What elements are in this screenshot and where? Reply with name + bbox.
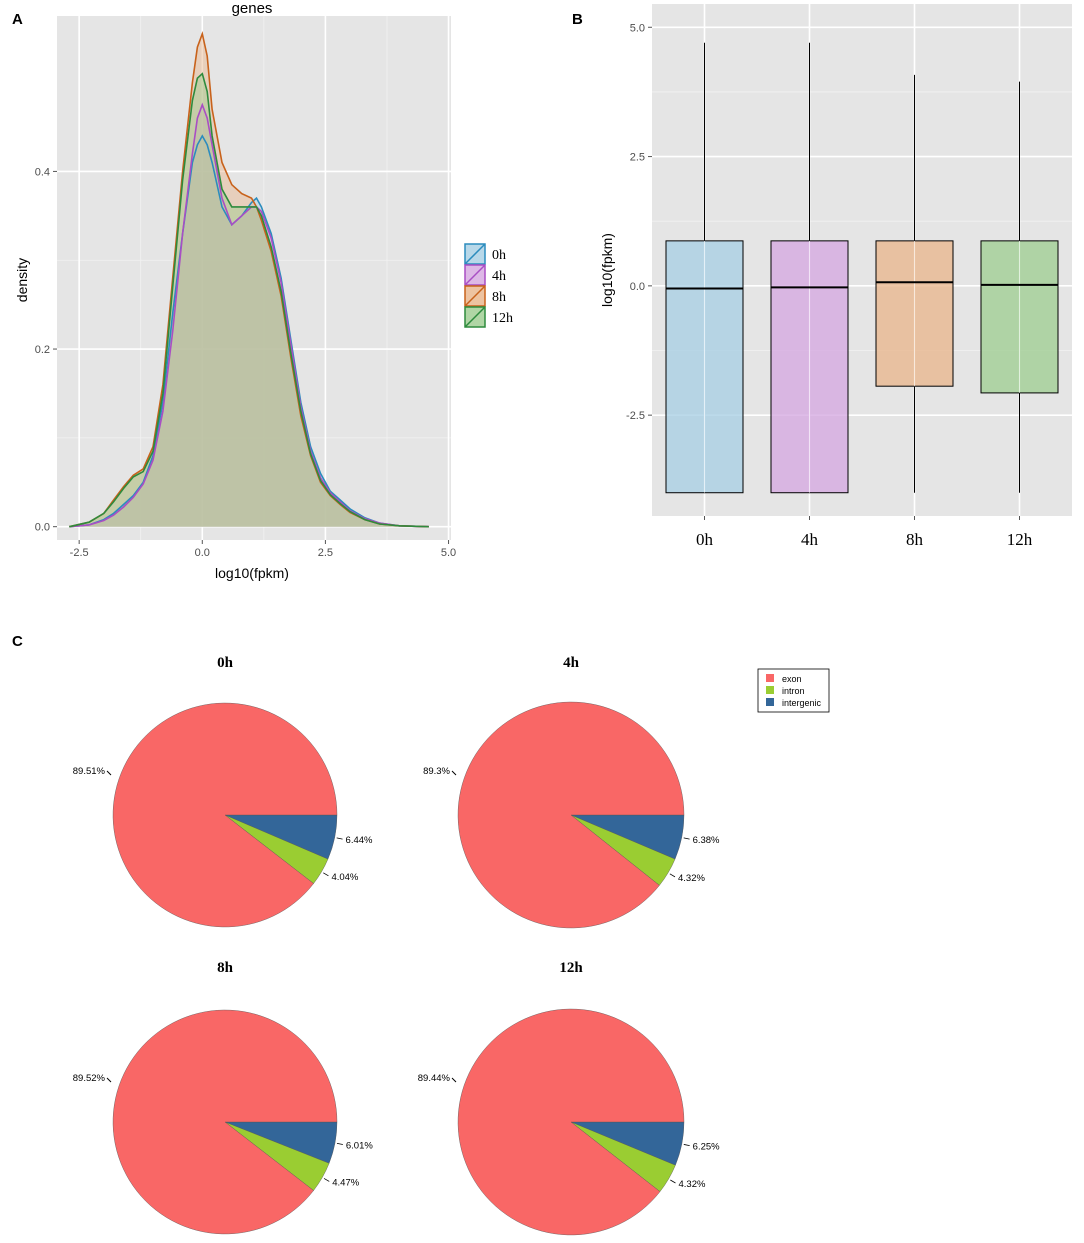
pie-title-4h: 4h [563,655,580,671]
density-line-12h [69,72,429,528]
boxplot-ylabel: log10(fpkm) [599,233,615,307]
pie-slice-exon [112,702,338,928]
pie-label-leader [336,1143,343,1145]
panel-label-a: A [12,11,23,28]
panel-label-b: B [572,11,583,28]
boxplot-chart: -2.5 0.0 2.5 5.0 0h 4h 8h 12h log10(fpkm) [599,4,1072,549]
density-area-4h [69,104,429,527]
pie-label-intron: 4.32% [678,1179,705,1190]
pie-label-leader [451,1077,457,1083]
density-area-12h [69,73,429,527]
density-y-tick-label: 0.4 [35,166,50,178]
pie-label-intron: 4.04% [331,872,358,883]
pie-title-0h: 0h [217,655,234,671]
legend-key-diagonal [464,306,486,328]
legend-key-diagonal [464,285,486,307]
density-xlabel: log10(fpkm) [215,565,289,581]
pie-label-leader [336,837,343,840]
density-title: genes [232,0,273,17]
pie-charts: 0h 6.44% 4.04% 89.51% 4h 6.38% 4.32% 89.3% 8h 6.0… [73,655,830,1236]
density-y-tick-label: 0.0 [35,522,50,534]
density-x-tick-label: 5.0 [441,547,456,559]
pie-group: 0h 6.44% 4.04% 89.51% 4h 6.38% 4.32% 89.3% 8h 6.0… [73,655,720,1236]
pie-label-leader [670,1179,676,1184]
boxplot-y-tick-label: 0.0 [630,281,645,293]
pie-label-leader [683,1144,690,1146]
density-x-tick-label: 0.0 [195,547,210,559]
density-area-8h [69,33,429,527]
pie-legend-key-intron [766,686,774,694]
pie-legend: exon intron intergenic [757,668,830,713]
boxplot-y-tick-label: -2.5 [626,410,645,422]
pie-legend-label-exon: exon [782,674,802,684]
pie-label-exon: 89.44% [418,1073,451,1084]
pie-label-leader [683,837,690,840]
boxplot-axes: -2.5 0.0 2.5 5.0 0h 4h 8h 12h [626,22,1033,549]
legend-label-8h: 8h [492,290,506,305]
pie-label-exon: 89.3% [423,766,450,777]
density-y-tick-label: 0.2 [35,344,50,356]
density-legend: 0h 4h 8h 12h [464,243,513,328]
density-x-tick-label: -2.5 [70,547,89,559]
legend-label-0h: 0h [492,248,506,263]
pie-legend-label-intergenic: intergenic [782,698,822,708]
pie-legend-key-intergenic [766,698,774,706]
density-chart: -2.5 0.0 2.5 5.0 0.0 0.2 0.4 genes log10(fpkm)… [14,0,513,581]
pie-label-intergenic: 6.44% [346,835,373,846]
density-plot-area [57,16,451,540]
pie-label-intergenic: 6.38% [693,835,720,846]
density-axes: -2.5 0.0 2.5 5.0 0.0 0.2 0.4 [35,166,456,559]
pie-label-leader [323,1178,330,1182]
density-line-4h [69,102,429,528]
pie-label-leader [106,1077,112,1083]
pie-legend-label-intron: intron [782,686,805,696]
density-ylabel: density [14,258,30,302]
pie-slice-exon [112,1009,338,1235]
pie-label-intron: 4.47% [332,1177,359,1188]
pie-slice-exon [457,1008,685,1236]
pie-title-8h: 8h [217,960,234,976]
density-x-tick-label: 2.5 [318,547,333,559]
pie-legend-key-exon [766,674,774,682]
pie-title-12h: 12h [559,960,583,976]
pie-label-exon: 89.51% [73,766,106,777]
pie-label-exon: 89.52% [73,1073,106,1084]
density-gridlines [57,16,451,540]
legend-key-diagonal [464,243,486,265]
pie-label-leader [323,872,329,877]
boxplot-x-tick-label: 12h [1007,530,1033,549]
legend-label-4h: 4h [492,269,506,284]
pie-label-intergenic: 6.01% [346,1141,373,1152]
boxplot-x-tick-label: 8h [906,530,924,549]
boxplot-y-tick-label: 2.5 [630,152,645,164]
legend-label-12h: 12h [492,311,513,326]
boxplot-x-tick-label: 0h [696,530,714,549]
pie-label-intergenic: 6.25% [693,1142,720,1153]
density-series-lines [69,30,429,528]
pie-label-leader [669,873,676,878]
pie-label-leader [106,770,112,776]
pie-label-leader [451,770,457,776]
boxplot-y-tick-label: 5.0 [630,22,645,34]
pie-label-intron: 4.32% [678,873,705,884]
panel-label-c: C [12,633,23,650]
boxplot-boxes [665,42,1059,494]
legend-key-diagonal [464,264,486,286]
pie-slice-exon [457,701,685,929]
boxplot-x-tick-label: 4h [801,530,819,549]
